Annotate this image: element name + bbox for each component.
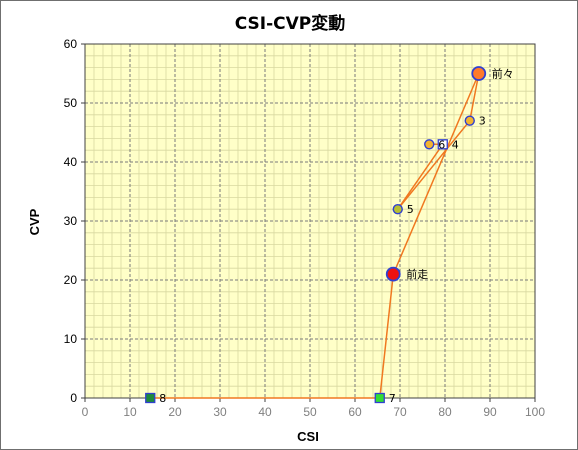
data-point-label: 前走 (406, 267, 428, 281)
plot-area: 0 10 20 30 40 50 60 70 80 90 100 0 10 20 30 40 50 60 8 7 前走 前… (64, 37, 546, 419)
data-point-label: 7 (389, 392, 396, 405)
series-line (150, 73, 480, 399)
data-point-marker (392, 203, 403, 215)
y-tick-label: 30 (64, 214, 78, 228)
y-tick-label: 40 (64, 155, 78, 169)
data-point-marker (385, 266, 401, 282)
data-point-marker (464, 115, 475, 126)
x-tick-label: 20 (168, 405, 182, 419)
y-tick-label: 10 (64, 332, 78, 346)
x-tick-label: 30 (213, 405, 227, 419)
x-tick-label: 80 (438, 405, 452, 419)
y-tick-label: 20 (64, 273, 78, 287)
data-point-marker (471, 66, 487, 81)
data-point-marker (145, 392, 156, 404)
data-point-label: 前々 (492, 67, 514, 81)
y-axis-label: CVP (27, 208, 42, 235)
data-point-label: 4 (452, 138, 459, 151)
x-tick-label: 10 (123, 405, 137, 419)
data-point-marker (424, 139, 435, 150)
x-tick-label: 90 (483, 405, 497, 419)
x-tick-label: 60 (348, 405, 362, 419)
data-point-marker (374, 392, 385, 404)
x-tick-label: 0 (82, 405, 89, 419)
data-point-label: 6 (438, 138, 445, 151)
x-tick-label: 70 (393, 405, 407, 419)
x-axis-label: CSI (297, 429, 319, 444)
y-tick-label: 50 (64, 96, 78, 110)
data-point-label: 8 (159, 392, 166, 405)
data-point-marker (437, 139, 448, 150)
y-tick-label: 0 (70, 391, 77, 405)
data-point-label: 5 (407, 203, 414, 216)
x-tick-label: 50 (303, 405, 317, 419)
x-tick-label: 100 (525, 405, 545, 419)
y-tick-label: 60 (64, 37, 78, 51)
x-tick-label: 40 (258, 405, 272, 419)
chart-title: CSI-CVP変動 (235, 13, 346, 34)
data-point-label: 3 (479, 115, 486, 128)
